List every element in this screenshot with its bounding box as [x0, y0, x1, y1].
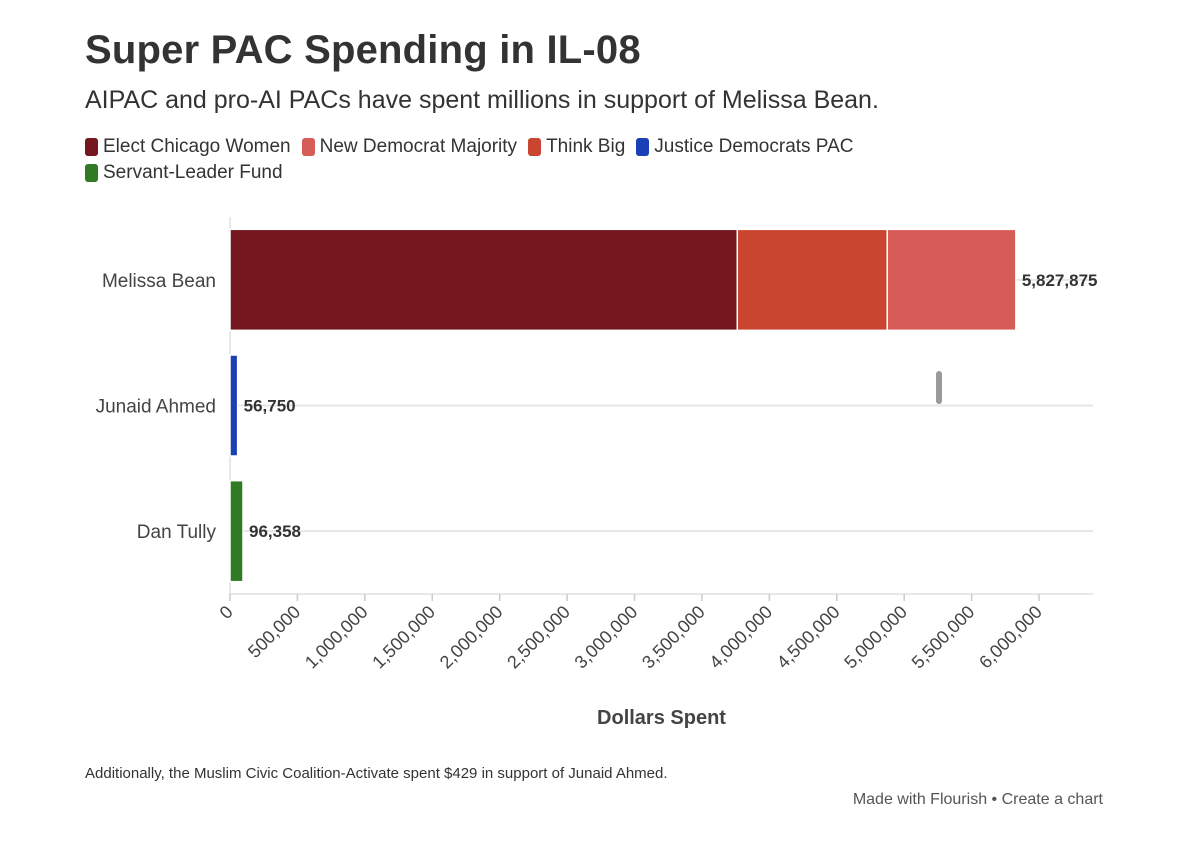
credit-separator: •	[991, 791, 998, 808]
legend-label: Elect Chicago Women	[103, 135, 291, 157]
x-tick-label: 4,500,000	[773, 602, 844, 673]
x-tick-label: 1,500,000	[368, 602, 439, 673]
legend-item-new-democrat-majority[interactable]: New Democrat Majority	[301, 135, 518, 157]
bar-total-label: 5,827,875	[1022, 271, 1098, 290]
legend-swatch	[636, 137, 650, 156]
chart-subtitle: AIPAC and pro-AI PACs have spent million…	[85, 86, 879, 114]
flourish-credit: Made with Flourish • Create a chart	[853, 791, 1103, 809]
x-tick-label: 3,000,000	[571, 602, 642, 673]
x-tick-label: 6,000,000	[975, 602, 1046, 673]
y-tick-label: Junaid Ahmed	[96, 397, 216, 418]
bar-total-label: 56,750	[244, 397, 296, 416]
footnote: Additionally, the Muslim Civic Coalition…	[85, 765, 668, 782]
y-tick-label: Melissa Bean	[102, 271, 216, 292]
legend-item-servant-leader-fund[interactable]: Servant-Leader Fund	[85, 162, 283, 183]
legend-item-justice-democrats-pac[interactable]: Justice Democrats PAC	[636, 136, 853, 157]
legend-swatch	[528, 137, 542, 156]
chart-title: Super PAC Spending in IL-08	[85, 28, 641, 72]
legend-swatch	[301, 137, 315, 156]
x-tick-label: 1,000,000	[301, 602, 372, 673]
bar-segment-dan-tully	[229, 479, 244, 583]
bar-segment-melissa-bean	[886, 228, 1017, 332]
bar-segment-junaid-ahmed	[229, 354, 239, 457]
x-tick-label: 2,500,000	[503, 602, 574, 673]
x-tick-label: 3,500,000	[638, 602, 709, 673]
bar-total-label: 96,358	[249, 522, 301, 541]
bar-segment-melissa-bean	[229, 228, 739, 332]
legend-label: New Democrat Majority	[319, 135, 518, 157]
legend-item-think-big[interactable]: Think Big	[528, 136, 625, 157]
legend-item-elect-chicago-women[interactable]: Elect Chicago Women	[85, 136, 291, 157]
x-tick-label: 4,000,000	[705, 602, 776, 673]
legend-label: Justice Democrats PAC	[654, 135, 854, 157]
x-axis-title: Dollars Spent	[597, 707, 726, 729]
legend-swatch	[85, 163, 98, 182]
x-tick-label: 2,000,000	[436, 602, 507, 673]
x-tick-label: 5,500,000	[908, 602, 979, 673]
bar-segment-melissa-bean	[736, 228, 888, 332]
made-with-flourish-link[interactable]: Made with Flourish	[852, 791, 988, 808]
legend-label: Think Big	[546, 135, 626, 157]
create-chart-link[interactable]: Create a chart	[1001, 791, 1103, 808]
legend: Elect Chicago Women New Democrat Majorit…	[85, 136, 985, 183]
y-tick-label: Dan Tully	[137, 522, 217, 543]
x-tick-label: 500,000	[244, 602, 304, 662]
x-tick-label: 0	[216, 602, 237, 623]
cursor-marker	[936, 371, 942, 404]
legend-swatch	[85, 137, 98, 156]
legend-label: Servant-Leader Fund	[103, 161, 283, 183]
x-tick-label: 5,000,000	[840, 602, 911, 673]
